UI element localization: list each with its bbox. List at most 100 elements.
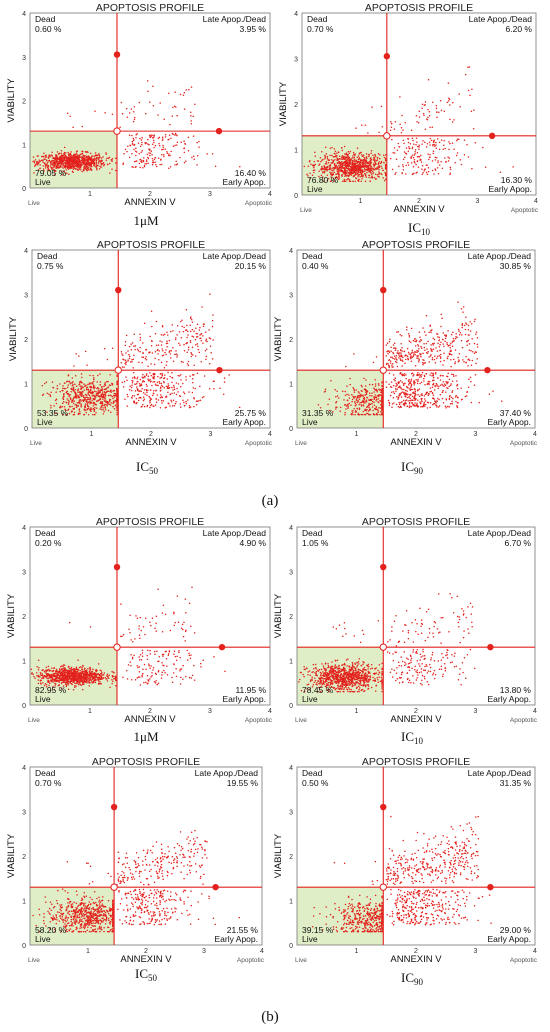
scatter-point xyxy=(60,152,62,155)
scatter-point xyxy=(364,124,367,126)
scatter-point xyxy=(440,325,442,328)
scatter-point xyxy=(416,155,419,158)
gate-right-handle[interactable] xyxy=(215,127,223,135)
scatter-point xyxy=(401,401,403,403)
scatter-point xyxy=(85,166,88,168)
scatter-point xyxy=(368,392,371,394)
scatter-point xyxy=(112,405,114,408)
scatter-point xyxy=(86,159,89,162)
gate-center-handle[interactable] xyxy=(379,366,387,374)
scatter-point xyxy=(407,400,409,402)
scatter-point xyxy=(449,104,451,106)
scatter-point xyxy=(379,157,381,160)
scatter-point xyxy=(110,389,112,392)
scatter-point xyxy=(87,167,90,169)
gate-right-handle[interactable] xyxy=(216,366,223,374)
scatter-point xyxy=(355,171,357,173)
scatter-point xyxy=(446,405,449,408)
scatter-point xyxy=(376,156,379,159)
scatter-point xyxy=(142,160,145,163)
scatter-point xyxy=(438,336,441,339)
gate-center-handle[interactable] xyxy=(113,127,121,135)
scatter-point xyxy=(85,162,87,164)
y-tick-label: 0 xyxy=(24,426,28,433)
scatter-point xyxy=(167,384,170,387)
scatter-point xyxy=(384,174,387,176)
scatter-point xyxy=(80,400,82,402)
scatter-point xyxy=(449,384,452,387)
scatter-point xyxy=(344,394,347,397)
scatter-point xyxy=(435,147,438,149)
scatter-point xyxy=(400,342,402,345)
scatter-point xyxy=(346,385,348,387)
scatter-point xyxy=(324,170,326,172)
scatter-point xyxy=(402,164,404,166)
scatter-point xyxy=(100,408,103,411)
scatter-point xyxy=(414,397,416,400)
scatter-point xyxy=(47,665,50,668)
scatter-point xyxy=(351,162,353,165)
scatter-point xyxy=(332,170,334,172)
scatter-point xyxy=(367,413,370,416)
scatter-point xyxy=(439,375,442,377)
scatter-point xyxy=(169,375,171,378)
scatter-point xyxy=(129,361,132,363)
gate-top-handle[interactable] xyxy=(383,53,391,60)
scatter-point xyxy=(426,407,429,409)
scatter-point xyxy=(141,141,143,144)
scatter-point xyxy=(355,399,358,401)
gate-center-handle[interactable] xyxy=(383,132,391,140)
gate-top-handle[interactable] xyxy=(113,51,121,58)
scatter-point xyxy=(74,686,76,689)
scatter-point xyxy=(450,365,452,368)
scatter-point xyxy=(331,146,333,149)
scatter-point xyxy=(404,395,407,397)
scatter-point xyxy=(470,380,472,383)
scatter-point xyxy=(42,682,44,684)
scatter-point xyxy=(107,394,110,397)
scatter-point xyxy=(424,403,427,406)
scatter-point xyxy=(463,324,466,327)
scatter-point xyxy=(338,155,341,157)
scatter-point xyxy=(93,380,95,382)
scatter-point xyxy=(193,158,195,160)
scatter-point xyxy=(49,682,51,685)
scatter-point xyxy=(418,148,420,150)
scatter-point xyxy=(126,150,128,153)
gate-top-handle[interactable] xyxy=(380,286,387,294)
scatter-point xyxy=(464,73,467,76)
scatter-point xyxy=(189,324,191,326)
y-tick-label: 0 xyxy=(22,186,26,193)
scatter-point xyxy=(138,101,141,104)
scatter-point xyxy=(456,387,459,390)
scatter-point xyxy=(37,154,39,157)
scatter-point xyxy=(416,405,419,408)
scatter-point xyxy=(141,143,143,146)
scatter-point xyxy=(163,155,165,158)
scatter-point xyxy=(66,162,68,165)
scatter-point xyxy=(97,162,100,164)
gate-top-handle[interactable] xyxy=(115,286,122,294)
scatter-point xyxy=(175,382,178,384)
gate-center-handle[interactable] xyxy=(114,366,122,374)
scatter-point xyxy=(390,350,392,352)
scatter-point xyxy=(90,165,93,168)
scatter-point xyxy=(89,396,91,399)
scatter-point xyxy=(33,160,36,162)
gate-right-handle[interactable] xyxy=(484,366,491,374)
scatter-point xyxy=(66,112,69,115)
scatter-point xyxy=(116,392,118,394)
scatter-point xyxy=(107,409,110,412)
scatter-point xyxy=(167,391,169,393)
scatter-point xyxy=(80,153,83,155)
scatter-point xyxy=(388,366,390,369)
scatter-point xyxy=(56,160,59,163)
scatter-point xyxy=(354,180,357,183)
scatter-point xyxy=(185,402,188,405)
scatter-point xyxy=(360,153,363,156)
gate-right-handle[interactable] xyxy=(488,132,496,140)
scatter-point xyxy=(421,371,424,374)
scatter-point xyxy=(456,384,458,387)
scatter-point xyxy=(424,103,426,106)
scatter-point xyxy=(431,375,433,377)
